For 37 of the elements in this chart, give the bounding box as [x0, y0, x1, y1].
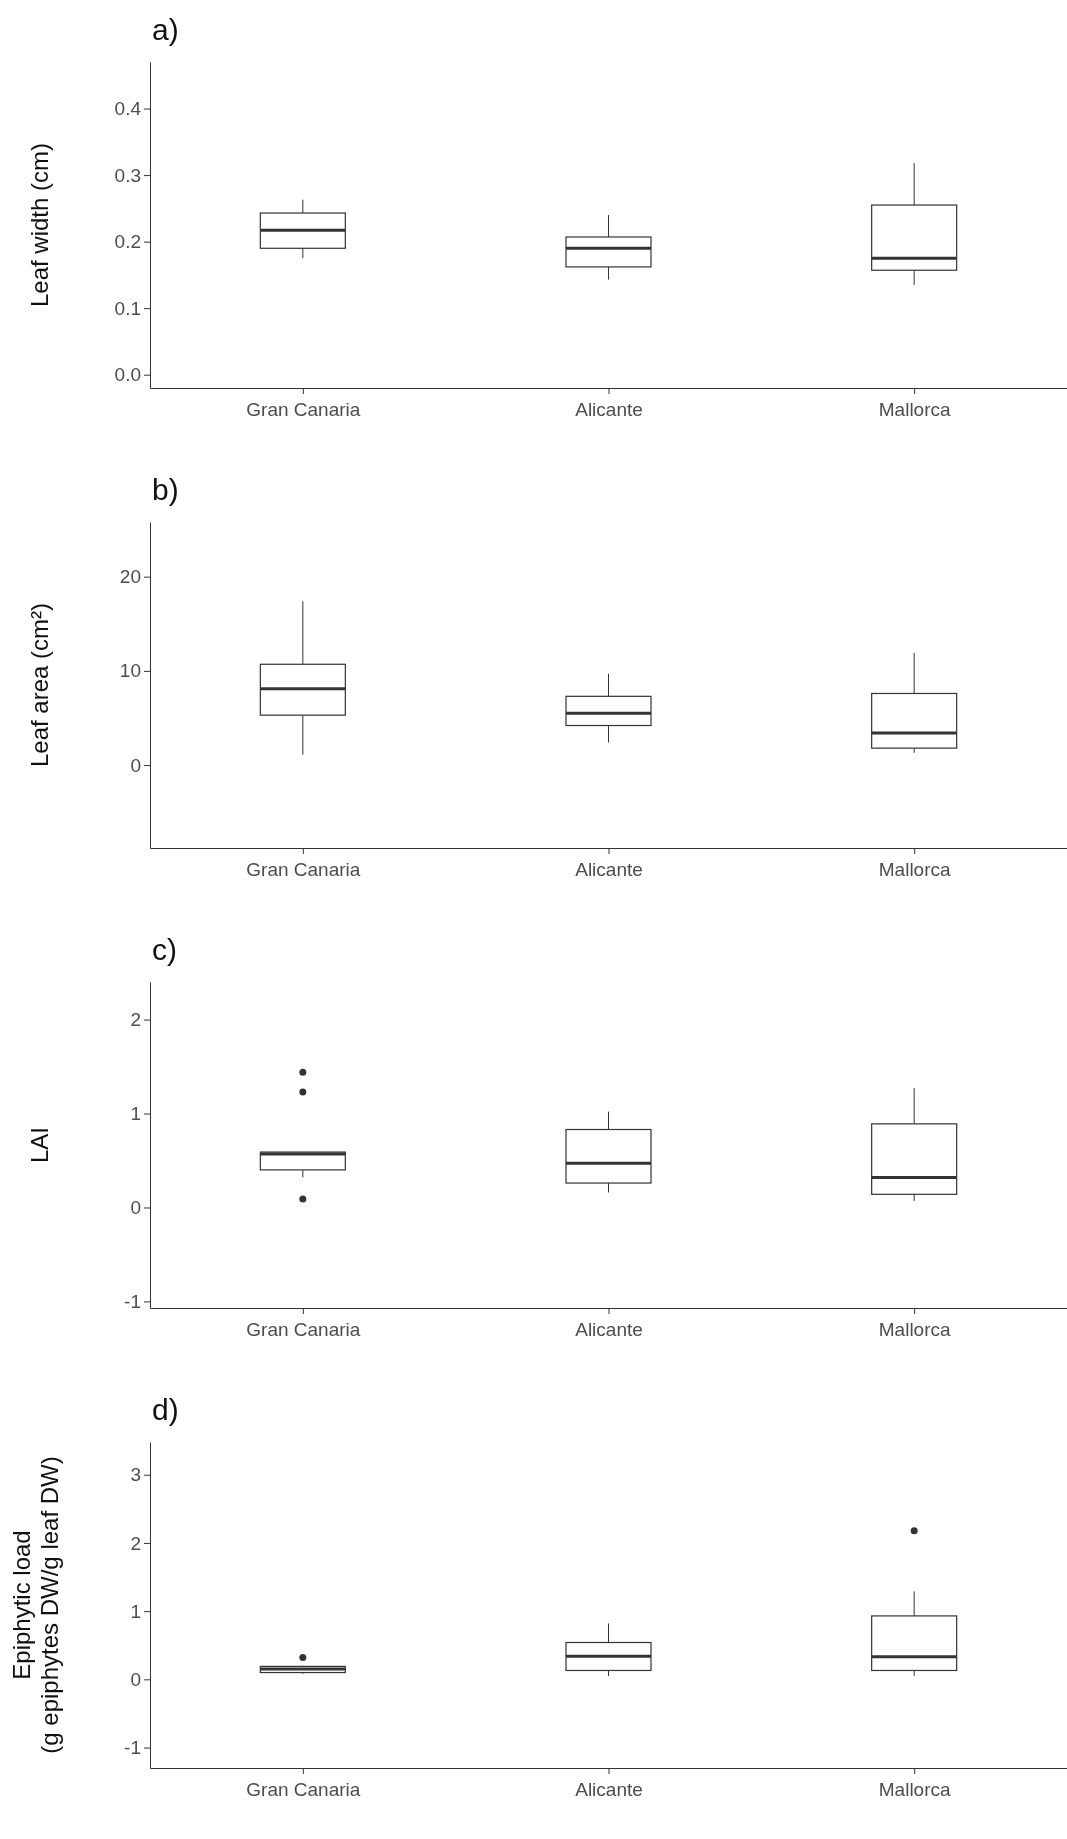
chart-title: a): [152, 13, 179, 46]
y-tick-label: 3: [130, 1464, 141, 1486]
y-tick-label: 0: [130, 1668, 141, 1690]
y-axis-title: Leaf width (cm): [26, 142, 53, 308]
x-tick-label: Alicante: [575, 859, 643, 880]
chart-title: d): [152, 1393, 179, 1426]
y-axis-title: LAI: [26, 1126, 53, 1164]
y-tick-label: 2: [130, 1009, 141, 1031]
y-tick-label: 20: [119, 566, 141, 588]
y-tick-label: -1: [124, 1737, 141, 1759]
x-tick-label: Gran Canaria: [246, 1779, 361, 1800]
y-tick-label: 1: [130, 1103, 141, 1125]
y-tick-label: 0.1: [114, 297, 141, 319]
x-tick-label: Mallorca: [878, 1779, 951, 1800]
chart-title: b): [152, 473, 179, 506]
x-tick-label: Alicante: [575, 1319, 643, 1340]
x-tick-label: Mallorca: [878, 859, 951, 880]
x-tick-label: Mallorca: [878, 399, 951, 420]
y-axis-title: Epiphytic load (g epiphytes DW/g leaf DW): [8, 1456, 63, 1754]
y-tick-label: -1: [124, 1291, 141, 1312]
y-tick-label: 2: [130, 1532, 141, 1554]
y-tick-label: 0: [130, 754, 141, 776]
y-tick-label: 0.3: [114, 164, 141, 186]
x-tick-label: Alicante: [575, 399, 643, 420]
x-tick-label: Mallorca: [878, 1319, 951, 1340]
y-tick-label: 0.4: [114, 98, 142, 120]
x-tick-label: Gran Canaria: [246, 859, 361, 880]
x-tick-label: Alicante: [575, 1779, 643, 1800]
x-tick-label: Gran Canaria: [246, 399, 361, 420]
y-axis-title: Leaf area (cm²): [26, 602, 53, 768]
chart-title: c): [152, 933, 177, 966]
y-tick-label: 0: [130, 1197, 141, 1219]
x-tick-label: Gran Canaria: [246, 1319, 361, 1340]
y-tick-label: 0.2: [114, 231, 141, 253]
y-tick-label: 0.0: [114, 364, 141, 386]
y-tick-label: 10: [119, 660, 141, 682]
y-tick-label: 1: [130, 1600, 141, 1622]
